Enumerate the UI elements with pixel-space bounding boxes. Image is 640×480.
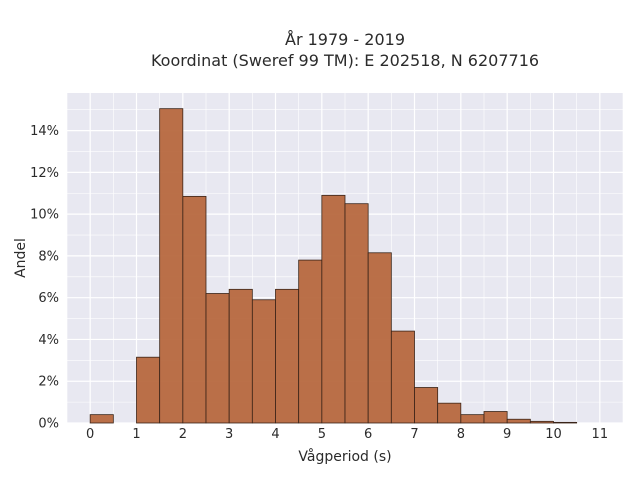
x-axis-ticks: 0 1 2 3 4 5 6 7 8 9 10 11 [86,427,608,442]
x-tick-label: 8 [457,427,465,442]
y-tick-label: 0% [38,417,59,432]
y-tick-label: 6% [38,291,59,306]
histogram-bar [298,259,323,424]
y-tick-label: 2% [38,375,59,390]
histogram-bar [483,411,508,424]
x-tick-label: 1 [132,427,140,442]
histogram-bar [159,108,184,424]
histogram-bar [529,420,554,424]
histogram-bar [205,293,230,424]
histogram-bar [136,356,161,424]
x-tick-label: 9 [503,427,511,442]
y-tick-label: 4% [38,333,59,348]
chart-title-line-1: År 1979 - 2019 [285,30,405,49]
y-tick-label: 8% [38,249,59,264]
histogram-bar [460,414,485,424]
histogram-bar [553,421,578,424]
histogram-bar [321,194,346,424]
histogram-bar [437,402,462,424]
y-tick-label: 10% [30,208,59,223]
histogram-bar [367,252,392,424]
y-tick-label: 14% [30,124,59,139]
y-axis-ticks: 0% 2% 4% 6% 8% 10% 12% 14% [30,124,59,431]
y-tick-label: 12% [30,166,59,181]
bars [89,108,578,424]
x-tick-label: 7 [410,427,418,442]
histogram-bar [414,387,439,424]
x-tick-label: 0 [86,427,94,442]
y-axis-label: Andel [13,238,29,278]
x-tick-label: 11 [592,427,609,442]
x-tick-label: 2 [179,427,187,442]
x-tick-label: 5 [318,427,326,442]
histogram-bar [251,299,276,424]
x-axis-label: Vågperiod (s) [298,448,391,465]
histogram-bar [182,195,207,424]
x-tick-label: 10 [545,427,562,442]
x-tick-label: 4 [271,427,279,442]
x-tick-label: 6 [364,427,372,442]
x-tick-label: 3 [225,427,233,442]
histogram-bar [228,288,253,424]
histogram-bar [275,288,300,424]
histogram-bar [344,203,369,424]
histogram-bar [390,330,415,424]
chart-title-line-2: Koordinat (Sweref 99 TM): E 202518, N 62… [151,51,539,70]
histogram-bar [89,414,114,424]
histogram-bar [506,418,531,424]
